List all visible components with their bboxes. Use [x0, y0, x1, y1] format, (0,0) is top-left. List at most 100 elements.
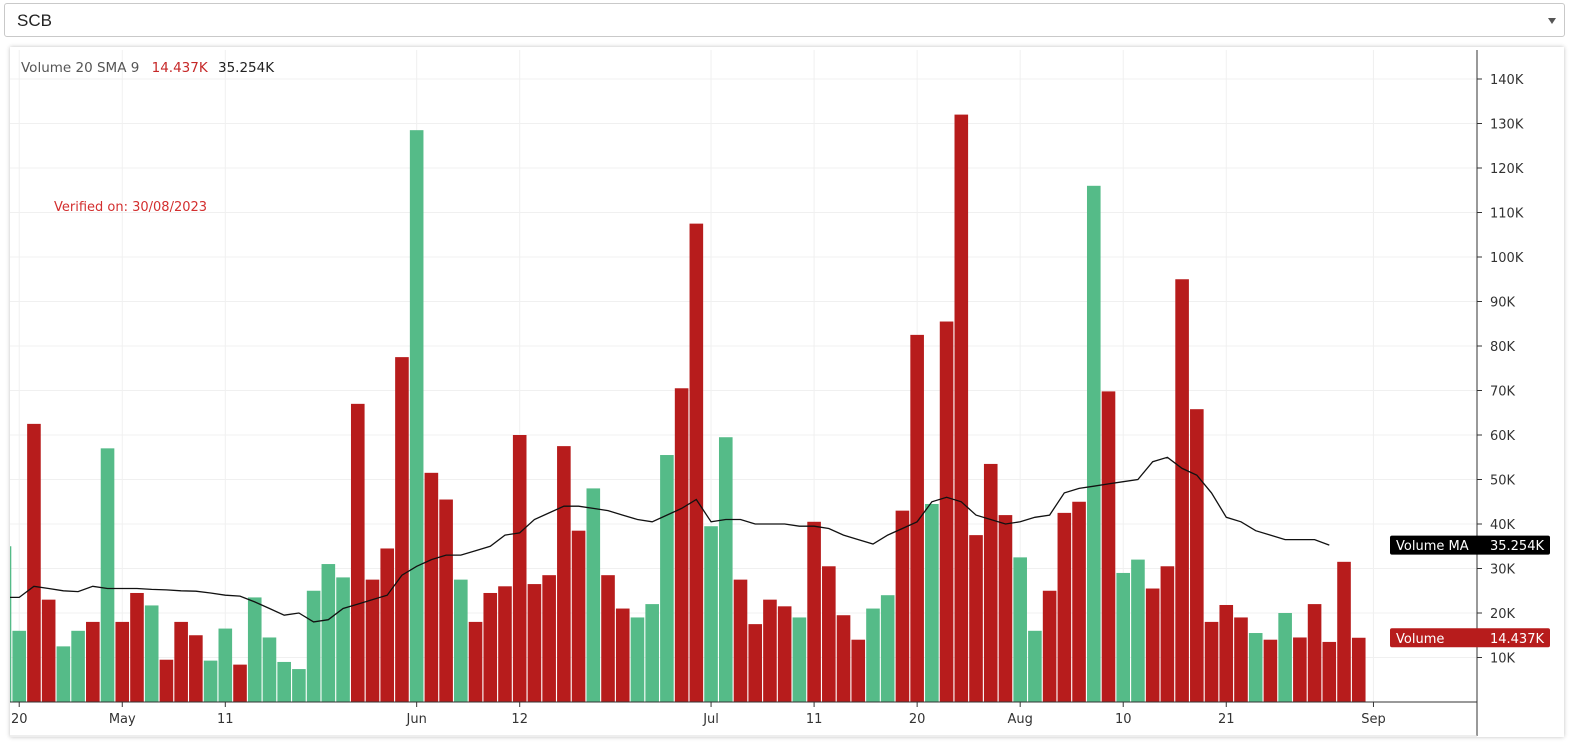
volume-bar	[277, 661, 291, 702]
ma-price-label-value: 35.254K	[1490, 539, 1544, 554]
y-tick-label: 60K	[1490, 429, 1516, 444]
volume-bar	[454, 579, 468, 702]
volume-bar	[1160, 566, 1175, 702]
volume-bar	[969, 535, 983, 702]
volume-bar	[262, 637, 277, 702]
volume-price-label-box	[1390, 628, 1550, 648]
volume-bar	[27, 423, 41, 702]
volume-bar	[336, 577, 350, 702]
symbol-select[interactable]: SCB	[4, 3, 1565, 37]
volume-bar	[557, 446, 571, 702]
volume-bar	[718, 437, 733, 702]
y-tick-label: 20K	[1490, 607, 1516, 622]
volume-bar	[998, 515, 1013, 702]
y-tick-label: 130K	[1490, 118, 1524, 133]
volume-bar	[86, 621, 100, 702]
volume-bar	[1322, 641, 1337, 702]
volume-bar	[483, 592, 498, 702]
legend-volume-value: 14.437K	[151, 60, 208, 76]
x-tick-label: 21	[1218, 712, 1235, 727]
volume-bar	[1263, 639, 1278, 702]
symbol-select-value: SCB	[17, 11, 52, 30]
volume-bars	[10, 114, 1366, 703]
y-tick-label: 70K	[1490, 385, 1516, 400]
volume-bar	[1190, 409, 1204, 702]
volume-bar	[12, 630, 27, 702]
volume-bar	[704, 526, 718, 702]
y-tick-label: 30K	[1490, 563, 1516, 578]
volume-bar	[1145, 588, 1160, 702]
y-tick-label: 120K	[1490, 162, 1524, 177]
volume-bar	[748, 624, 763, 702]
x-tick-label: 20	[11, 712, 28, 727]
volume-bar	[1234, 617, 1248, 702]
y-axis-ticks: 10K 20K 30K 40K 50K 60K 70K 80K 90K 100K 110K 120K 1…	[1477, 73, 1524, 667]
x-tick-label: 12	[511, 712, 528, 727]
volume-bar	[1307, 604, 1322, 702]
volume-bar	[41, 599, 56, 702]
volume-bar	[292, 669, 306, 702]
volume-bar	[350, 403, 365, 702]
volume-bar	[630, 617, 645, 702]
y-tick-label: 100K	[1490, 251, 1524, 266]
chevron-down-icon[interactable]	[1548, 18, 1556, 24]
x-tick-label: 20	[909, 712, 926, 727]
volume-bar	[1116, 572, 1131, 702]
volume-bar	[395, 357, 409, 702]
volume-bar	[1351, 637, 1366, 702]
volume-bar	[954, 114, 969, 703]
volume-ma-line-path	[10, 456, 1330, 623]
volume-price-label-label: Volume	[1396, 632, 1444, 647]
x-tick-label: Jun	[406, 712, 427, 727]
volume-bar	[233, 664, 247, 702]
chart-legend: Volume 20 SMA 9 14.437K 35.254K	[21, 60, 274, 76]
x-tick-label: 11	[806, 712, 823, 727]
x-tick-label: 10	[1115, 712, 1132, 727]
volume-bar	[983, 463, 998, 702]
x-tick-label: Aug	[1007, 712, 1032, 727]
legend-ma-value: 35.254K	[218, 60, 275, 76]
volume-bar	[56, 646, 71, 702]
y-tick-label: 140K	[1490, 73, 1524, 88]
volume-bar	[1337, 561, 1351, 702]
volume-ma-line	[10, 456, 1330, 623]
volume-bar	[822, 566, 836, 702]
volume-bar	[100, 448, 115, 702]
volume-bar	[586, 488, 601, 702]
x-tick-label: Sep	[1361, 712, 1386, 727]
volume-bar	[910, 334, 924, 702]
volume-bar	[468, 621, 483, 702]
volume-bar	[939, 321, 954, 702]
volume-bar	[144, 605, 159, 702]
volume-bar	[763, 599, 777, 702]
price-labels: Volume MA 35.254K Volume 14.437K	[1390, 535, 1550, 648]
volume-bar	[733, 579, 748, 702]
y-tick-label: 10K	[1490, 652, 1516, 667]
volume-bar	[247, 597, 262, 702]
volume-bar	[527, 584, 542, 702]
volume-bar	[542, 575, 556, 702]
volume-bar	[836, 615, 851, 702]
y-tick-label: 80K	[1490, 340, 1516, 355]
volume-bar	[1013, 557, 1027, 702]
volume-bar	[674, 388, 689, 702]
volume-bar	[1086, 185, 1101, 703]
volume-bar	[1042, 590, 1057, 702]
volume-bar	[409, 130, 424, 703]
volume-bar	[1131, 559, 1145, 702]
volume-bar	[880, 595, 895, 702]
volume-bar	[866, 608, 880, 702]
volume-bar	[1101, 391, 1116, 702]
x-tick-label: May	[109, 712, 136, 727]
volume-bar	[203, 660, 218, 702]
volume-bar	[660, 455, 674, 702]
y-tick-label: 50K	[1490, 474, 1516, 489]
volume-bar	[807, 521, 821, 702]
x-tick-label: 11	[217, 712, 234, 727]
volume-bar	[895, 510, 910, 702]
volume-bar	[71, 630, 85, 702]
y-tick-label: 110K	[1490, 207, 1524, 222]
volume-bar	[424, 472, 439, 702]
x-axis-ticks: 20 May 11 Jun 12 Jul 11 20 Aug 10 21 Sep	[11, 702, 1386, 727]
